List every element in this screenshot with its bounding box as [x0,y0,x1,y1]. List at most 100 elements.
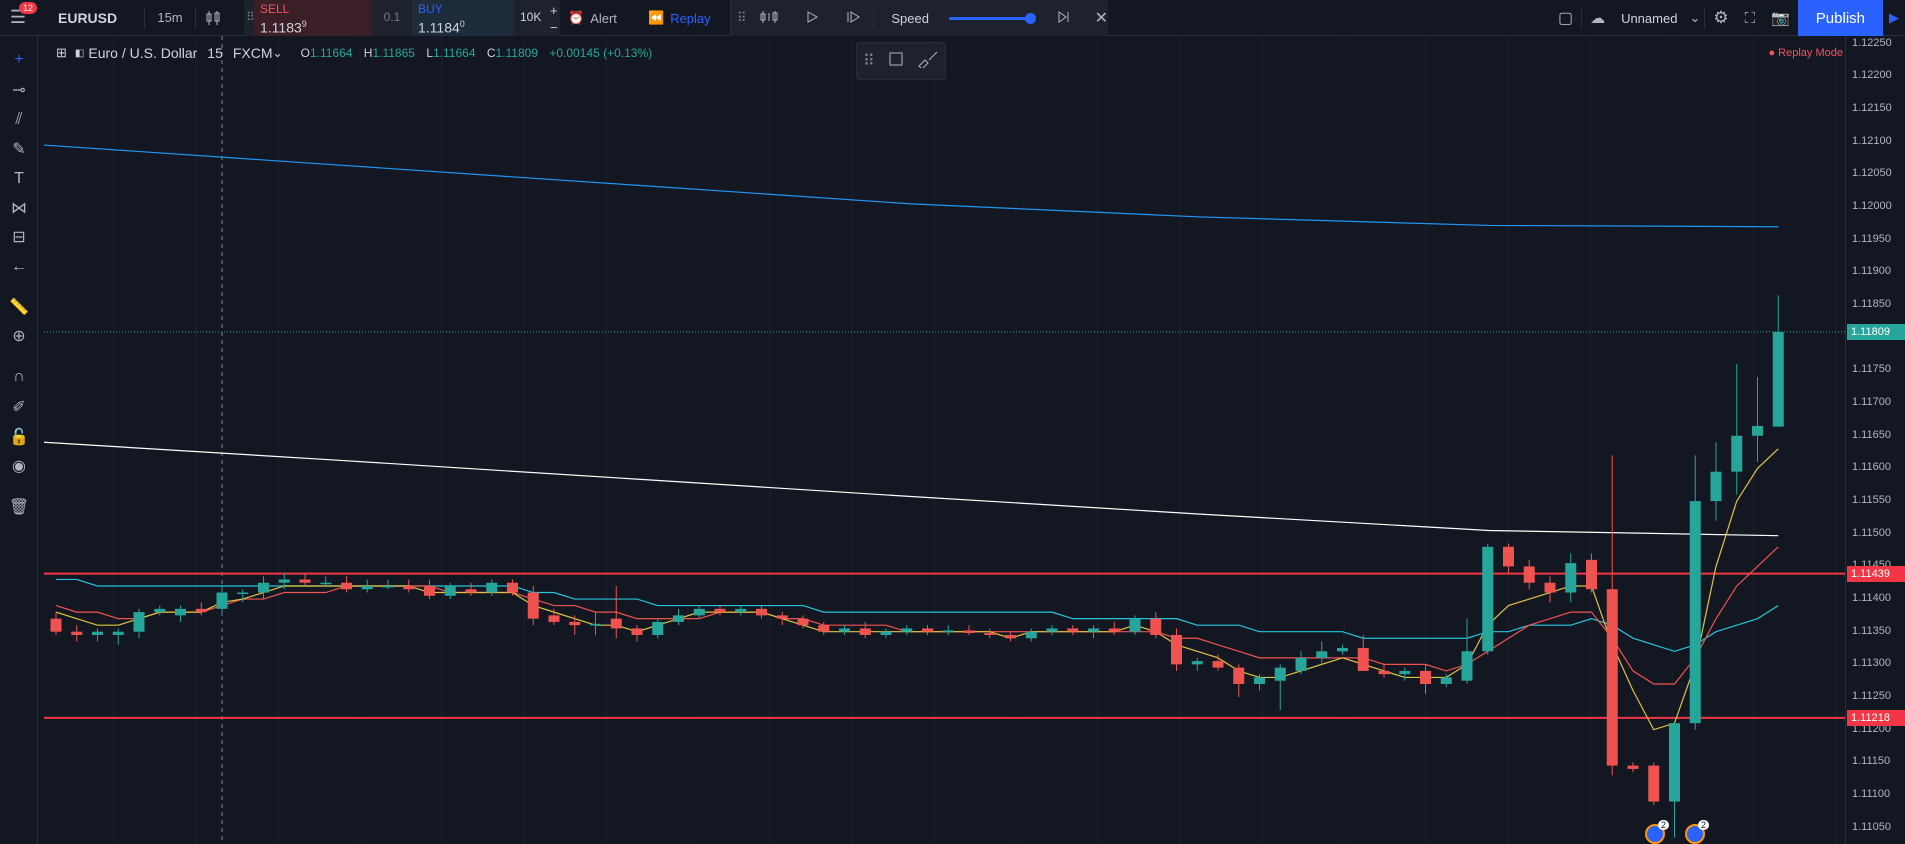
alert-button[interactable]: ⏰ Alert [560,0,625,36]
candle-body [1337,648,1348,652]
spread-value: 0.1 [372,0,412,36]
candle-body [507,582,518,593]
back-arrow-icon[interactable]: ← [11,258,27,275]
indicator-lines [44,144,1779,731]
chevron-down-icon[interactable]: ⌄ [272,46,283,60]
symbol-name[interactable]: Euro / U.S. Dollar [88,45,198,61]
candle-body [880,631,892,635]
ma-mid-line [55,546,1779,685]
select-bar-icon[interactable] [759,8,779,29]
trash-icon[interactable]: 🗑 [8,499,30,516]
horizontal-line-price-tag: 1.11439 [1847,565,1905,582]
symbol-search-button[interactable]: EURUSD [58,9,118,26]
sell-button[interactable]: SELL 1.11839 [254,0,372,36]
legend-source: FXCM [232,45,273,61]
candle-body [1689,501,1701,724]
price-tick-label: 1.11100 [1852,788,1891,800]
collapse-flag-icon[interactable]: ◧ [74,47,85,59]
price-tick-label: 1.11900 [1852,265,1891,278]
candle-body [1357,648,1369,671]
price-tick-label: 1.11600 [1852,461,1891,474]
price-tick-label: 1.11050 [1852,820,1891,833]
alert-label: Alert [590,10,617,26]
step-forward-icon[interactable] [845,10,861,27]
candle-body [818,625,830,632]
candle-body [195,608,207,613]
replay-button[interactable]: ⏪ Replay [640,0,719,36]
price-tick-label: 1.11300 [1852,657,1891,670]
layout-name[interactable]: Unnamed [1621,10,1678,26]
speed-slider-handle[interactable] [1024,12,1036,24]
candle-body [942,630,954,632]
price-tick-label: 1.11400 [1852,592,1891,605]
candle-body [1295,657,1307,671]
eye-icon[interactable]: ◉ [12,458,26,475]
divider [195,6,196,29]
magnet-icon[interactable]: ∩ [13,368,25,385]
price-tick-label: 1.12000 [1852,200,1892,213]
price-axis[interactable]: 1.12250 1.12200 1.12150 1.12100 1.12050 1.120… [1845,36,1905,844]
horizontal-lines[interactable] [44,331,1845,719]
candle-body [1627,765,1639,769]
brush-icon[interactable]: ✎ [12,141,26,158]
rectangle-icon[interactable] [887,50,905,73]
close-icon[interactable]: ✕ [1094,10,1108,27]
candle-body [1606,589,1618,766]
horizontal-line-icon[interactable]: ⊸ [12,82,26,99]
candle-body [1731,435,1743,472]
candle-body [569,621,581,626]
layout-select-icon[interactable]: ▢ [1557,10,1574,27]
candle-body [1378,670,1390,675]
plus-icon[interactable]: + [550,3,558,18]
quantity-input[interactable]: 10K [514,0,544,36]
play-icon[interactable] [805,10,819,27]
menu-button[interactable]: ☰ 12 [0,0,38,36]
pitchfork-icon[interactable]: ⫽ [15,111,23,128]
candle-body [839,628,850,632]
price-tick-label: 1.11750 [1852,363,1891,376]
drag-handle-icon[interactable]: ⠿ [737,10,747,25]
candle-body [797,618,809,626]
chevron-down-icon[interactable]: ⌄ [1689,10,1701,25]
top-toolbar: ☰ 12 EURUSD 15m ⠿ SELL 1.11839 0.1 BUY 1… [0,0,1905,36]
quantity-stepper[interactable]: + − [544,0,560,36]
economic-event-flag-icon[interactable]: 2 [1685,820,1709,844]
minus-icon[interactable]: − [550,20,558,35]
expand-icon[interactable]: ⊞ [56,45,67,60]
speed-slider[interactable] [948,12,1036,24]
ema-slow-line [44,441,1779,537]
text-icon[interactable]: T [14,170,24,187]
prediction-icon[interactable]: ⊟ [12,229,26,246]
candle-body [1088,628,1099,632]
candle-body [92,631,103,635]
buy-price: 1.11840 [418,19,465,36]
drag-handle-icon[interactable]: ⠿ [244,0,255,36]
economic-event-flag-icon[interactable]: 2 [1645,820,1669,844]
candle-body [216,592,228,609]
fullscreen-icon[interactable]: ⛶ [1744,9,1756,27]
gear-icon[interactable]: ⚙ [1713,8,1729,27]
camera-icon[interactable]: 📷 [1771,10,1790,27]
candle-body [1129,618,1141,632]
brush-check-icon[interactable] [917,50,939,73]
stay-in-drawing-icon[interactable]: ✐ [12,399,26,416]
drag-handle-icon[interactable]: ⠿ [863,53,875,70]
sell-label: SELL [260,2,290,16]
price-chart[interactable] [44,36,1845,844]
buy-button[interactable]: BUY 1.11840 [412,0,514,36]
candle-body [424,585,435,596]
publish-button[interactable]: Publish [1797,0,1883,36]
cloud-icon[interactable]: ☁ [1590,10,1606,27]
interval-button[interactable]: 15m [157,10,183,25]
candle-body [922,628,933,632]
zoom-in-icon[interactable]: ⊕ [12,328,26,345]
ruler-icon[interactable]: 📏 [9,299,29,316]
candle-body [1523,566,1535,583]
right-panel-toggle-icon[interactable]: ▶ [1889,10,1899,25]
crosshair-icon[interactable]: + [14,51,24,68]
lock-icon[interactable]: 🔓 [9,429,29,446]
pattern-icon[interactable]: ⋈ [11,200,27,217]
chart-type-button[interactable] [196,0,230,36]
jump-to-realtime-icon[interactable] [1057,10,1071,27]
ma-slow-line [56,578,1779,652]
